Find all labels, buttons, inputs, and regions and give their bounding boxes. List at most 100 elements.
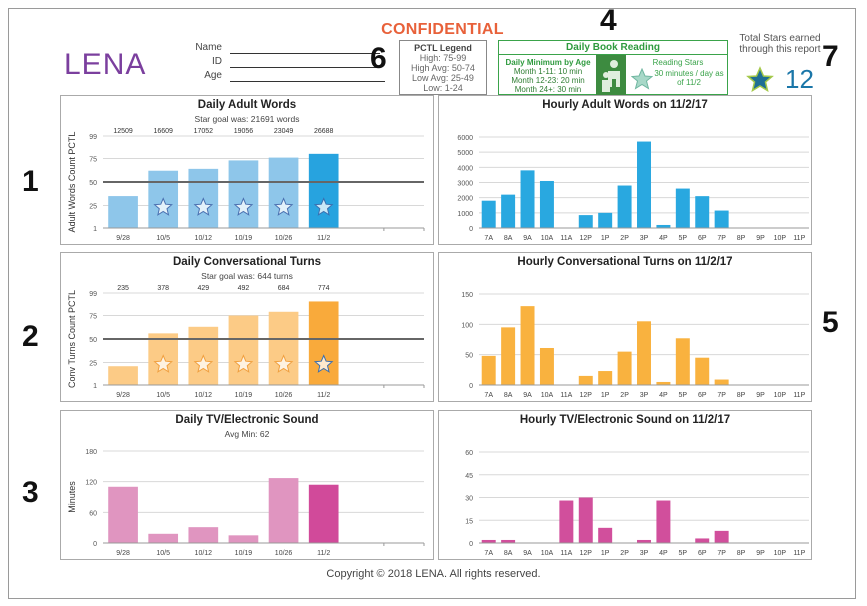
bar xyxy=(268,478,299,543)
x-tick-label: 10/26 xyxy=(275,550,293,557)
bar xyxy=(578,215,593,228)
bar xyxy=(501,327,516,385)
bar xyxy=(108,486,138,543)
x-tick-label: 8A xyxy=(504,235,513,242)
x-tick-label: 10A xyxy=(541,392,554,399)
y-tick-label: 120 xyxy=(85,480,97,487)
value-label: 16609 xyxy=(153,128,173,135)
star-icon xyxy=(153,354,173,373)
bar xyxy=(656,381,671,385)
bar xyxy=(228,315,259,385)
annotation-5: 5 xyxy=(822,306,839,339)
x-tick-label: 12P xyxy=(580,235,593,242)
chart-plot: 0 15 30 45 60 7A 8A 9A 10A 11A 12P 1P 2P 3P 4P 5P 6P 7P 8P… xyxy=(465,450,809,557)
chart-title: Hourly Adult Words on 11/2/17 xyxy=(542,99,708,111)
total-stars-count: 12 xyxy=(785,64,814,94)
x-tick-label: 5P xyxy=(679,392,688,399)
copyright: Copyright © 2018 LENA. All rights reserv… xyxy=(326,568,541,580)
bar xyxy=(481,539,496,543)
bar xyxy=(481,355,496,385)
bar xyxy=(714,379,729,385)
x-tick-label: 1P xyxy=(601,550,610,557)
x-tick-label: 1P xyxy=(601,392,610,399)
y-tick-label: 60 xyxy=(465,450,473,457)
star-icon xyxy=(153,197,173,216)
daily-minimum: Daily Minimum by Age Month 1-11: 10 min … xyxy=(501,58,595,94)
confidential-label: CONFIDENTIAL xyxy=(381,21,504,38)
y-tick-label: 5000 xyxy=(457,150,473,157)
star-icon xyxy=(233,197,254,216)
x-tick-label: 3P xyxy=(640,392,649,399)
x-tick-label: 5P xyxy=(679,235,688,242)
chart-title: Daily Conversational Turns xyxy=(172,256,322,268)
star-icon xyxy=(273,197,294,216)
x-tick-label: 9P xyxy=(756,550,765,557)
bar xyxy=(188,527,219,543)
id-field[interactable] xyxy=(230,67,380,68)
y-tick-label: 180 xyxy=(85,449,97,456)
x-tick-label: 10P xyxy=(774,235,787,242)
bar xyxy=(148,533,179,543)
y-tick-label: 150 xyxy=(461,292,473,299)
x-tick-label: 10/19 xyxy=(235,235,253,242)
book-reading-box: Daily Book Reading Daily Minimum by Age … xyxy=(498,40,728,95)
value-label: 684 xyxy=(278,285,290,292)
age-field[interactable] xyxy=(230,81,385,82)
x-tick-label: 10/5 xyxy=(156,392,170,399)
star-icon xyxy=(233,354,254,373)
x-tick-label: 10/5 xyxy=(156,235,170,242)
bar xyxy=(695,196,710,228)
x-tick-label: 8P xyxy=(737,235,746,242)
x-tick-label: 9/28 xyxy=(116,392,130,399)
x-tick-label: 7A xyxy=(484,235,493,242)
reading-stars-text: 30 minutes / day as of 11/2 xyxy=(654,69,724,87)
value-label: 774 xyxy=(318,285,330,292)
bar xyxy=(617,185,632,228)
x-tick-label: 10/26 xyxy=(275,392,293,399)
value-label: 378 xyxy=(157,285,169,292)
y-tick-label: 1 xyxy=(93,383,97,390)
hourly-tv-chart: Hourly TV/Electronic Sound on 11/2/17 0 1… xyxy=(438,410,812,560)
bar xyxy=(268,157,299,228)
bar xyxy=(539,180,554,228)
star-icon xyxy=(193,197,214,216)
x-tick-label: 11A xyxy=(560,550,572,557)
x-tick-label: 10/12 xyxy=(195,550,213,557)
bar xyxy=(578,375,593,385)
x-tick-label: 11A xyxy=(560,392,572,399)
y-tick-label: 75 xyxy=(89,157,97,164)
y-tick-label: 0 xyxy=(93,541,97,548)
x-tick-label: 9P xyxy=(756,392,765,399)
bar xyxy=(637,141,651,228)
x-tick-label: 11P xyxy=(793,235,805,242)
y-tick-label: 0 xyxy=(469,383,473,390)
value-label: 12509 xyxy=(113,128,133,135)
y-tick-label: 15 xyxy=(465,518,473,525)
y-tick-label: 75 xyxy=(89,314,97,321)
bar xyxy=(501,194,516,228)
name-field[interactable] xyxy=(230,53,380,54)
reading-stars-title: Reading Stars xyxy=(652,58,704,67)
x-tick-label: 2P xyxy=(620,392,629,399)
bar xyxy=(637,321,651,385)
x-tick-label: 11A xyxy=(560,235,572,242)
star-icon xyxy=(193,354,214,373)
x-tick-label: 10/26 xyxy=(275,235,293,242)
x-tick-label: 7A xyxy=(484,550,493,557)
x-tick-label: 12P xyxy=(580,550,593,557)
x-tick-label: 7P xyxy=(717,392,726,399)
x-tick-label: 10A xyxy=(541,550,554,557)
book-reading-title: Daily Book Reading xyxy=(499,41,727,55)
daily-conv-turns-chart: Daily Conversational Turns Star goal was… xyxy=(60,252,434,402)
daily-minimum-item: Month 24+: 30 min xyxy=(514,85,582,94)
y-axis-label: Minutes xyxy=(67,481,77,513)
x-tick-label: 5P xyxy=(679,550,688,557)
bar xyxy=(108,366,138,385)
y-tick-label: 50 xyxy=(89,180,97,187)
value-label: 26688 xyxy=(314,128,334,135)
bar xyxy=(714,210,729,228)
y-tick-label: 45 xyxy=(465,473,473,480)
y-tick-label: 3000 xyxy=(457,181,473,188)
y-tick-label: 99 xyxy=(89,291,97,298)
y-tick-label: 99 xyxy=(89,134,97,141)
